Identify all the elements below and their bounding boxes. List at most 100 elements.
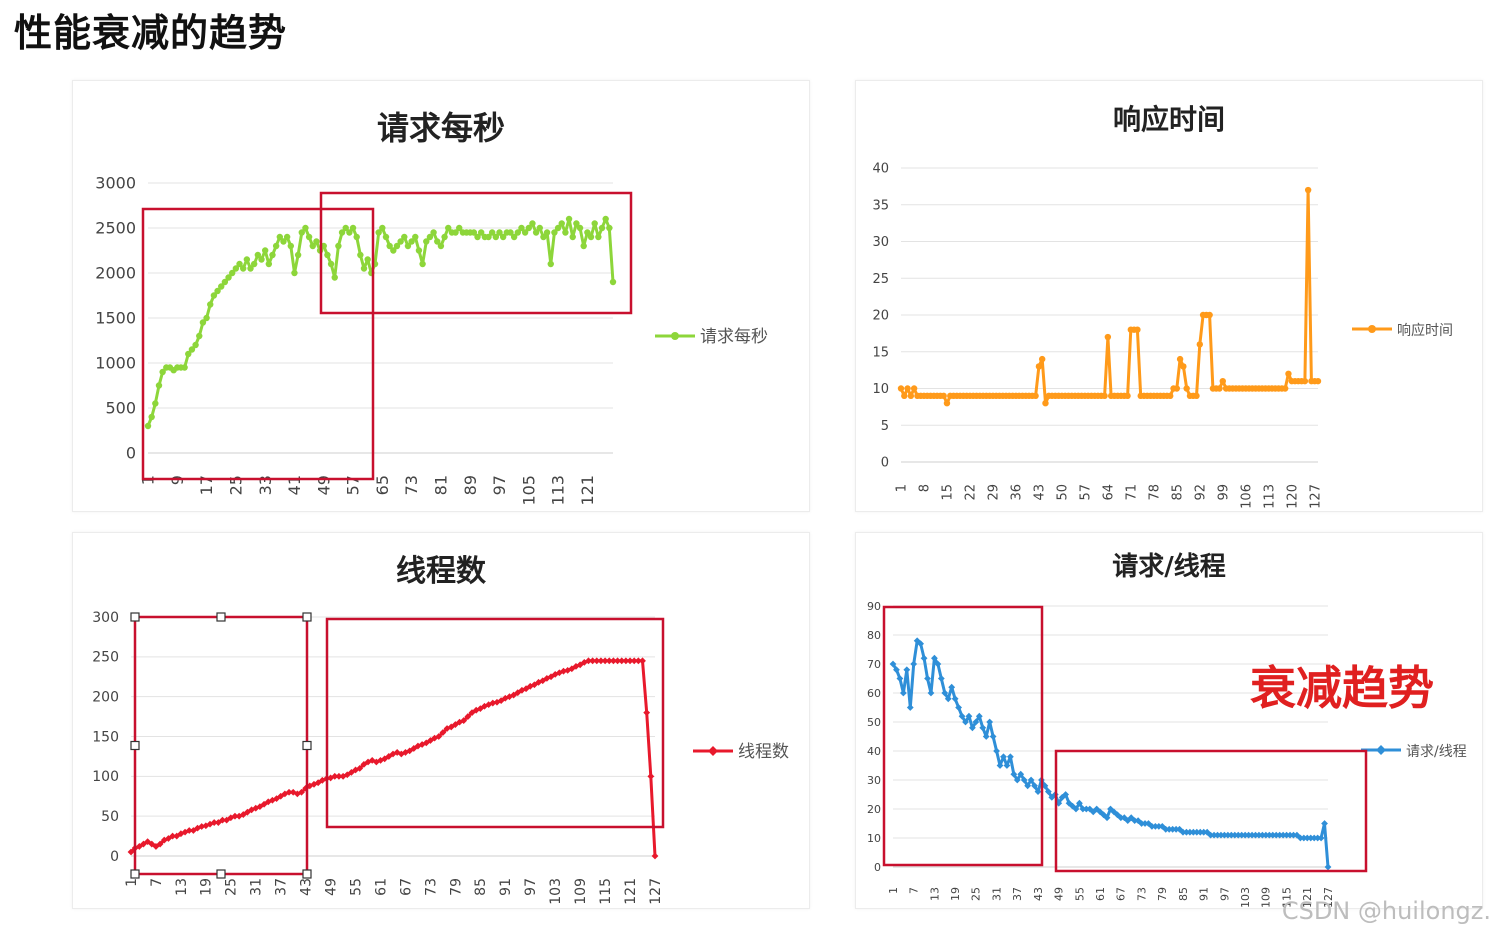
resize-handle[interactable] <box>302 869 312 879</box>
data-point <box>1281 385 1289 392</box>
data-point <box>1231 831 1239 839</box>
chart-panel-requests-per-second[interactable]: 请求每秒 0 500 1000 1500 2000 2500 3000 1 9 17 25 33 41 49… <box>72 80 810 512</box>
resize-handle[interactable] <box>216 869 226 879</box>
resize-handle[interactable] <box>216 612 226 622</box>
y-tick-label: 5 <box>881 419 889 434</box>
data-point <box>906 704 914 711</box>
x-tick-label: 22 <box>964 484 979 501</box>
page-title: 性能衰减的趋势 <box>14 11 288 55</box>
data-point <box>539 677 547 685</box>
data-point <box>277 792 285 800</box>
data-point <box>558 220 565 227</box>
data-point <box>989 733 997 740</box>
x-tick-label: 91 <box>1198 887 1211 901</box>
x-tick-label: 65 <box>373 475 392 495</box>
x-tick-label: 99 <box>1216 484 1231 501</box>
x-tick-label: 127 <box>1322 887 1335 908</box>
x-tick-label: 127 <box>1308 484 1323 509</box>
data-point <box>893 666 900 674</box>
data-point <box>889 660 897 668</box>
x-tick-label: 67 <box>398 878 414 896</box>
x-tick-label: 49 <box>324 878 340 896</box>
chart-panel-thread-count[interactable]: 线程数 0 50 100 150 200 250 300 1 7 13 19 25 31 37 43 49 55 6… <box>72 532 810 909</box>
resize-handle[interactable] <box>130 740 140 751</box>
data-point <box>192 341 199 349</box>
data-point <box>152 400 159 407</box>
data-point <box>924 675 931 682</box>
data-point <box>585 657 592 665</box>
x-tick-label: 127 <box>648 878 664 905</box>
series-line <box>146 217 615 427</box>
data-point <box>185 827 193 834</box>
x-tick-label: 85 <box>1170 484 1185 501</box>
resize-handle[interactable] <box>130 612 140 622</box>
y-tick-label: 2500 <box>95 219 136 238</box>
x-tick-label: 121 <box>578 475 597 506</box>
x-tick-label: 29 <box>986 484 1001 501</box>
data-point <box>248 806 256 814</box>
highlight-box <box>325 617 665 829</box>
y-tick-label: 60 <box>867 687 881 700</box>
resize-handle[interactable] <box>302 612 312 622</box>
y-tick-label: 250 <box>92 650 119 666</box>
data-point <box>1031 782 1038 790</box>
data-point <box>1304 186 1312 194</box>
chart-panel-response-time[interactable]: 响应时间 0 5 10 15 20 25 30 35 40 1 8 15 22 29 36 43 50 57 64 71… <box>855 80 1483 512</box>
data-point <box>439 729 447 736</box>
data-point <box>188 346 196 353</box>
data-point <box>551 229 558 236</box>
data-point <box>477 229 485 236</box>
data-point <box>907 392 915 400</box>
series-line <box>899 188 1318 405</box>
legend-label: 请求/线程 <box>1406 744 1467 760</box>
data-point <box>1101 392 1108 400</box>
data-point <box>536 224 543 232</box>
data-point <box>1252 831 1259 839</box>
y-tick-label: 3000 <box>95 174 136 193</box>
data-point <box>568 665 576 673</box>
x-tick-label: 37 <box>1011 887 1024 901</box>
data-point <box>910 385 918 392</box>
data-point <box>305 233 313 241</box>
x-tick-label: 81 <box>432 475 451 495</box>
chart-panel-requests-per-thread[interactable]: 请求/线程 0 10 20 30 40 50 60 70 80 90 1 7 13 19 25 31 37 43 49… <box>855 532 1483 909</box>
data-point <box>386 242 393 250</box>
x-tick-label: 109 <box>573 878 589 905</box>
data-point <box>525 224 532 232</box>
data-point <box>343 771 351 779</box>
x-tick-label: 79 <box>1156 887 1169 901</box>
data-point <box>899 689 907 697</box>
data-point <box>231 812 239 820</box>
resize-handle[interactable] <box>302 740 312 751</box>
data-point <box>1034 788 1042 795</box>
data-point <box>573 220 580 227</box>
data-point <box>1006 753 1014 761</box>
data-point <box>937 675 945 682</box>
x-tick-label: 105 <box>519 475 538 506</box>
data-point <box>507 229 514 236</box>
data-point <box>944 695 952 703</box>
data-point <box>460 717 468 724</box>
data-point <box>518 224 525 232</box>
data-point <box>597 657 605 665</box>
legend-label: 请求每秒 <box>700 327 768 347</box>
data-point <box>364 758 372 766</box>
data-point <box>1189 828 1197 836</box>
data-point <box>492 233 500 241</box>
y-tick-label: 40 <box>872 162 889 177</box>
x-tick-label: 13 <box>928 887 941 901</box>
x-tick-label: 97 <box>1218 887 1231 901</box>
resize-handle[interactable] <box>130 869 140 879</box>
data-point <box>529 220 536 227</box>
data-point <box>441 233 448 241</box>
legend-marker <box>671 332 679 340</box>
data-point <box>1024 782 1032 790</box>
data-point <box>148 413 155 421</box>
y-tick-label: 80 <box>867 629 881 642</box>
data-point <box>443 725 451 732</box>
data-point <box>426 233 434 241</box>
data-point <box>975 712 983 720</box>
data-point <box>229 269 236 277</box>
data-point <box>474 233 481 241</box>
data-point <box>401 233 408 241</box>
